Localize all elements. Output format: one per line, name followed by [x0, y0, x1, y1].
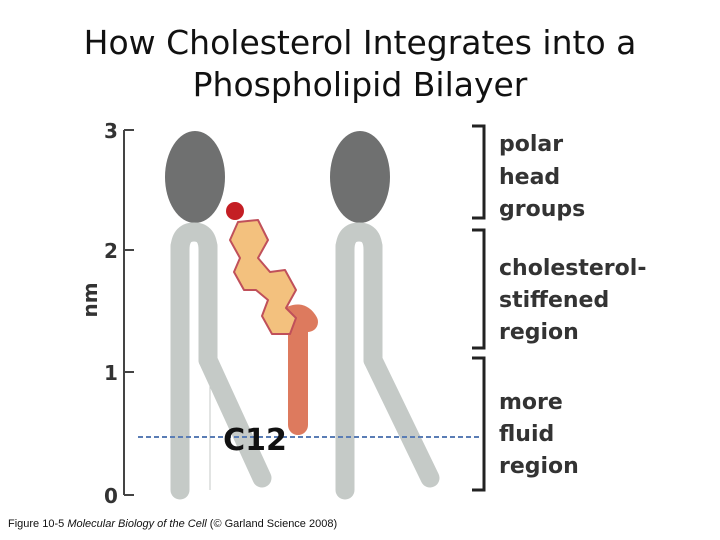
c12-label: C12 — [223, 423, 287, 458]
fatty-acid-tail-kinked — [198, 350, 272, 488]
polar-head — [330, 131, 390, 223]
phospholipid-left — [165, 131, 272, 500]
region-label-line: groups — [499, 197, 585, 222]
tick-label-3: 3 — [104, 119, 118, 143]
tick-label-1: 1 — [104, 361, 118, 385]
bracket-fluid — [472, 356, 486, 492]
axis-unit-label: nm — [78, 282, 102, 317]
region-label-polar-head: polar head groups — [499, 132, 585, 222]
cholesterol-molecule — [226, 202, 318, 435]
region-label-line: region — [499, 320, 579, 345]
steroid-ring-structure — [229, 219, 297, 335]
caption-prefix: Figure 10-5 — [8, 518, 68, 530]
region-label-line: head — [499, 165, 560, 190]
region-label-line: stiffened — [499, 288, 609, 313]
title-line-1: How Cholesterol Integrates into a — [83, 23, 637, 62]
region-label-line: cholesterol- — [499, 256, 646, 281]
region-label-line: more — [499, 390, 563, 415]
caption-suffix: (© Garland Science 2008) — [206, 518, 338, 530]
hydroxyl-group — [226, 202, 244, 220]
tick-label-2: 2 — [104, 239, 118, 263]
tail-junction — [335, 222, 383, 251]
region-label-line: polar — [499, 132, 563, 157]
region-label-line: region — [499, 454, 579, 479]
caption-book-title: Molecular Biology of the Cell — [67, 518, 207, 530]
region-brackets — [472, 124, 486, 492]
bracket-polar-head — [472, 124, 486, 220]
fatty-acid-tail-kinked — [363, 350, 440, 488]
tick-label-0: 0 — [104, 484, 118, 508]
diagram-title: How Cholesterol Integrates into a Phosph… — [0, 22, 720, 106]
phospholipid-right — [330, 131, 440, 500]
figure-caption: Figure 10-5 Molecular Biology of the Cel… — [8, 518, 337, 530]
nm-axis: 3 2 1 0 nm — [78, 119, 134, 508]
region-label-line: fluid — [499, 422, 554, 447]
title-line-2: Phospholipid Bilayer — [192, 65, 528, 104]
polar-head — [165, 131, 225, 223]
bracket-stiffened — [472, 228, 486, 350]
tail-junction — [170, 222, 218, 251]
region-label-fluid: more fluid region — [499, 390, 579, 479]
region-label-stiffened: cholesterol- stiffened region — [499, 256, 646, 345]
